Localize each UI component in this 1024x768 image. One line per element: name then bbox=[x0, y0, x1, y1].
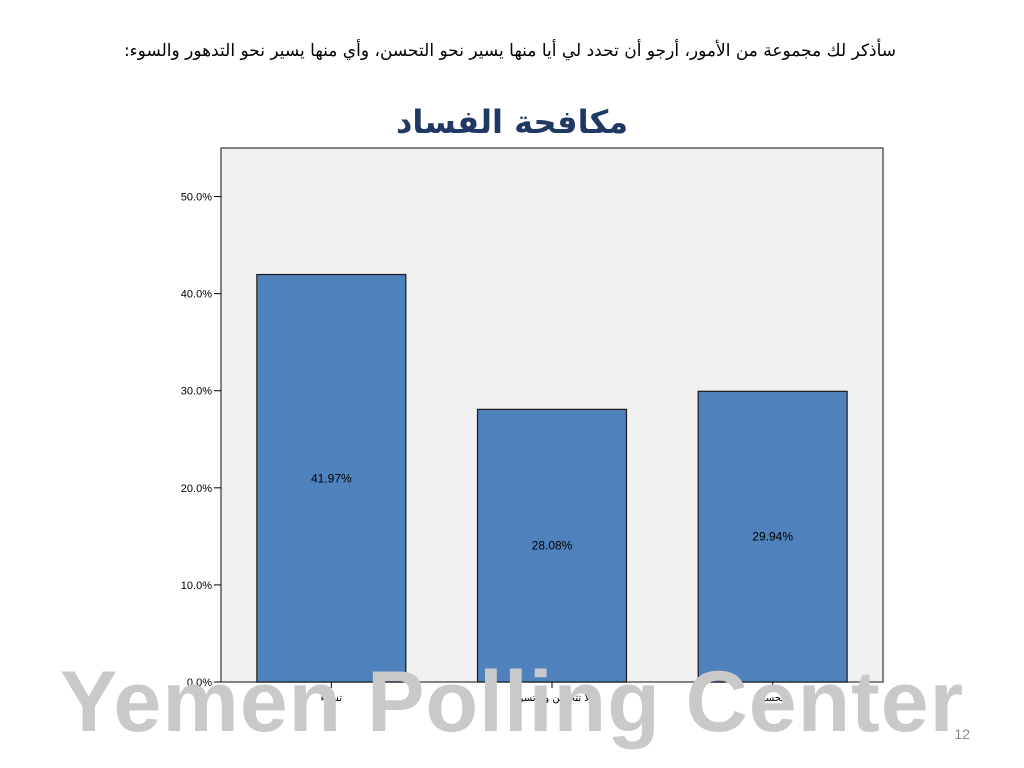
y-tick-label: 10.0% bbox=[181, 580, 212, 592]
bar bbox=[476, 408, 628, 683]
x-axis: تسوء لا تتحسن ولا تسوء تتحسن bbox=[321, 682, 787, 704]
bar-data-label: 29.94% bbox=[752, 530, 793, 544]
x-category-label: تسوء bbox=[321, 693, 343, 704]
y-tick-label: 20.0% bbox=[181, 483, 212, 495]
bars: 41.97% 28.08% 29.94% bbox=[256, 273, 848, 683]
chart-title: مكافحة الفساد bbox=[395, 103, 628, 141]
y-tick-label: 0.0% bbox=[187, 677, 212, 689]
x-category-label: تتحسن bbox=[758, 693, 787, 704]
survey-question: سأذكر لك مجموعة من الأمور، أرجو أن تحدد … bbox=[123, 41, 897, 61]
y-axis: 0.0% 10.0% 20.0% 30.0% 40.0% 50.0% bbox=[181, 192, 221, 689]
bar-data-label: 28.08% bbox=[532, 539, 573, 553]
watermark: Yemen Polling Center bbox=[59, 654, 965, 750]
y-tick-label: 30.0% bbox=[181, 386, 212, 398]
x-category-label: لا تتحسن ولا تسوء bbox=[514, 693, 590, 704]
slide-number: 12 bbox=[954, 726, 970, 742]
bar bbox=[256, 273, 407, 683]
y-tick-label: 50.0% bbox=[181, 192, 212, 204]
bar-data-label: 41.97% bbox=[311, 471, 352, 485]
y-tick-label: 40.0% bbox=[181, 289, 212, 301]
bar bbox=[697, 390, 848, 683]
